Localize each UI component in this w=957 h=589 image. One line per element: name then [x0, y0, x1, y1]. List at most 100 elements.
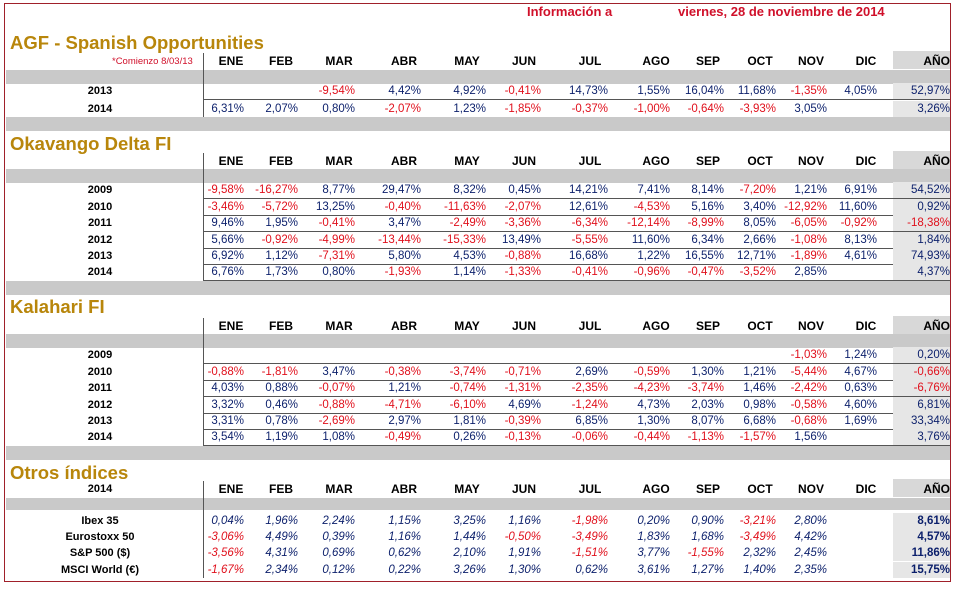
cell-nov: -6,05% [790, 217, 827, 229]
cell-may: -0,74% [449, 382, 486, 394]
cell-jul: 6,85% [575, 415, 608, 427]
cell-dic: 4,05% [844, 85, 877, 97]
row-label: 2009 [87, 349, 113, 361]
cell-oct: 1,40% [743, 564, 776, 576]
cell-sep: 2,03% [691, 399, 724, 411]
cell-ene: -3,56% [207, 547, 244, 559]
row-label: 2014 [87, 103, 113, 115]
header-year-label: 2014 [87, 483, 113, 495]
year-header: AÑO [923, 319, 950, 333]
row-separator [203, 396, 950, 397]
cell-feb: 0,88% [265, 382, 298, 394]
cell-jul: 14,21% [568, 184, 608, 196]
table-row: 2012 5,66% -0,92% -4,99% -13,44% -15,33% 13,49… [0, 232, 957, 248]
cell-year-total: 6,81% [917, 399, 950, 411]
month-header-abr: ABR [391, 319, 417, 333]
month-header-dic: DIC [855, 54, 877, 68]
row-separator [203, 429, 950, 430]
cell-dic: 1,69% [844, 415, 877, 427]
cell-jun [481, 347, 541, 363]
cell-ene: 4,03% [211, 382, 244, 394]
cell-jun: 1,16% [508, 515, 541, 527]
cell-abr: -0,40% [384, 201, 421, 213]
row-separator [203, 413, 950, 414]
cell-feb [238, 83, 298, 99]
cell-dic [817, 562, 877, 578]
cell-sep: 0,90% [691, 515, 724, 527]
year-header: AÑO [923, 154, 950, 168]
row-label: 2014 [87, 266, 113, 278]
cell-mar: 0,80% [322, 266, 355, 278]
year-cell-bg [893, 83, 950, 99]
cell-ago: 1,55% [637, 85, 670, 97]
cell-dic: 8,13% [844, 234, 877, 246]
cell-oct: -3,21% [739, 515, 776, 527]
cell-ene: -1,67% [207, 564, 244, 576]
month-header-ago: AGO [642, 319, 670, 333]
cell-nov: 3,05% [794, 103, 827, 115]
month-header-feb: FEB [269, 319, 293, 333]
gray-separator-band [6, 446, 950, 460]
month-header-ene: ENE [218, 482, 244, 496]
table-row: 2014 6,31% 2,07% 0,80% -2,07% 1,23% -1,85% -0,3… [0, 101, 957, 117]
cell-ago: 1,30% [637, 415, 670, 427]
month-header-dic: DIC [855, 482, 877, 496]
cell-sep: -3,74% [687, 382, 724, 394]
cell-mar: -4,99% [318, 234, 355, 246]
gray-separator-band [6, 334, 950, 348]
cell-sep: 5,16% [691, 201, 724, 213]
table-row: 2010 -3,46% -5,72% 13,25% -0,40% -11,63% -2,07… [0, 199, 957, 215]
cell-ene: -0,88% [207, 366, 244, 378]
cell-may: 4,92% [453, 85, 486, 97]
row-label: 2014 [87, 431, 113, 443]
cell-year-total: 74,93% [910, 250, 950, 262]
cell-jun: 13,49% [501, 234, 541, 246]
month-header-feb: FEB [269, 482, 293, 496]
cell-jul: 2,69% [575, 366, 608, 378]
month-header-jul: JUL [578, 319, 602, 333]
cell-dic [817, 264, 877, 280]
month-header-dic: DIC [855, 319, 877, 333]
start-date-note: *Comienzo 8/03/13 [112, 56, 193, 67]
section-title: AGF - Spanish Opportunities [10, 32, 264, 53]
cell-abr: -0,49% [384, 431, 421, 443]
cell-mar: 2,24% [322, 515, 355, 527]
year-cell-bg [893, 232, 950, 248]
cell-jul [548, 347, 608, 363]
table-row: 2013 6,92% 1,12% -7,31% 5,80% 4,53% -0,88% 16,6… [0, 248, 957, 264]
cell-mar: -0,07% [318, 382, 355, 394]
month-header-abr: ABR [391, 482, 417, 496]
cell-mar: -9,54% [318, 85, 355, 97]
table-row: 2013 3,31% 0,78% -2,69% 2,97% 1,81% -0,39% 6,85… [0, 413, 957, 429]
cell-ago: 7,41% [637, 184, 670, 196]
cell-sep: 1,30% [691, 366, 724, 378]
cell-jun: -0,41% [504, 85, 541, 97]
cell-oct: -3,93% [739, 103, 776, 115]
gray-separator-band [6, 169, 950, 183]
year-cell-bg [893, 413, 950, 429]
cell-may: 4,53% [453, 250, 486, 262]
year-cell-bg [893, 545, 950, 561]
cell-feb: -1,81% [261, 366, 298, 378]
row-label: 2013 [87, 415, 113, 427]
row-separator [203, 248, 950, 249]
cell-ago: 3,77% [637, 547, 670, 559]
cell-nov: -1,08% [790, 234, 827, 246]
gray-separator-band [6, 70, 950, 84]
cell-mar: -7,31% [318, 250, 355, 262]
cell-abr: -13,44% [378, 234, 421, 246]
cell-ago: 1,83% [637, 531, 670, 543]
cell-jul: -1,51% [571, 547, 608, 559]
cell-ago: 11,60% [631, 234, 670, 246]
cell-ago: 4,73% [637, 399, 670, 411]
gray-separator-band [6, 281, 950, 295]
table-row: 2012 3,32% 0,46% -0,88% -4,71% -6,10% 4,69% -1,… [0, 397, 957, 413]
cell-feb: 1,73% [265, 266, 298, 278]
cell-oct: 6,68% [743, 415, 776, 427]
cell-abr [361, 347, 421, 363]
cell-abr: -4,71% [384, 399, 421, 411]
cell-sep: -1,13% [687, 431, 724, 443]
cell-feb: 1,19% [265, 431, 298, 443]
row-label: 2010 [87, 201, 113, 213]
month-header-sep: SEP [695, 54, 720, 68]
